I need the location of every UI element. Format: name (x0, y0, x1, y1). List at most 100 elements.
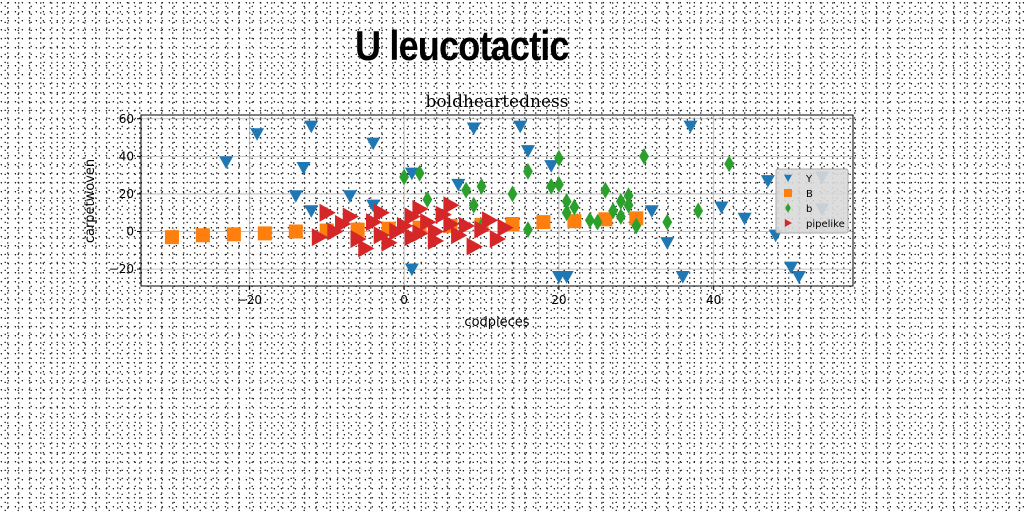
pipelike-point (443, 214, 460, 233)
x-tick-label: −20 (237, 293, 262, 307)
x-axis-label: codpieces (464, 315, 529, 330)
legend-marker-Y (784, 174, 792, 182)
pipelike-point (327, 222, 344, 241)
pipelike-point (435, 205, 452, 224)
B-point (288, 224, 303, 239)
B-point (164, 230, 179, 245)
b-point (615, 193, 626, 210)
Y-point (660, 237, 675, 250)
Y-point (675, 271, 690, 284)
legend-marker-pipelike (784, 219, 792, 227)
Y-point (404, 263, 419, 277)
b-point (507, 185, 518, 203)
axis-ticks: −20 0 20 40 −20 0 20 40 60 (109, 112, 722, 307)
b-point (554, 176, 564, 193)
b-point (623, 196, 634, 214)
b-point (615, 208, 626, 225)
b-point (468, 196, 479, 214)
pipelike-point (311, 228, 328, 247)
Y-point (559, 271, 574, 284)
B-point (257, 226, 272, 241)
pipelike-point (373, 203, 390, 222)
pipelike-point (458, 216, 476, 235)
Y-point (296, 162, 311, 175)
pipelike-point (497, 218, 514, 237)
pipelike-point (396, 216, 414, 235)
pipelike-point (412, 199, 429, 218)
b-point (476, 178, 487, 195)
b-point (724, 155, 735, 173)
Y-point (250, 128, 265, 141)
Y-point (451, 178, 466, 192)
b-point (631, 217, 642, 235)
page-title: U leucotactic (355, 22, 570, 69)
pipelike-point (412, 224, 429, 243)
y-tick-label: 20 (119, 187, 134, 201)
Y-point (288, 190, 303, 203)
b-point (399, 168, 410, 186)
pipelike-point (381, 233, 398, 252)
pipelike-point (474, 220, 491, 239)
plot-frame (140, 114, 854, 287)
pipelike-point (420, 213, 437, 232)
b-point (414, 164, 425, 182)
B-point (195, 228, 210, 243)
Y-point (304, 120, 319, 134)
Y-point (366, 137, 381, 151)
Y-point (219, 156, 234, 169)
B-point (226, 227, 241, 242)
legend-label: Y (805, 174, 813, 185)
legend: YBb pipelike (775, 168, 849, 234)
pipelike-point (358, 239, 375, 258)
chart-title: boldheartedness (426, 92, 569, 112)
y-axis-label: carpetwoven (83, 159, 98, 243)
pipelike-point (365, 213, 383, 232)
Y-point (342, 190, 357, 203)
Y-point (644, 205, 659, 218)
pipelike-point (342, 207, 359, 226)
legend-box (775, 168, 849, 234)
Y-point (404, 167, 419, 181)
Y-point (520, 145, 535, 158)
Y-point (366, 199, 381, 213)
plot-area (164, 120, 830, 284)
Y-point (791, 271, 806, 284)
Y-point (683, 120, 698, 134)
b-point (600, 181, 611, 199)
y-tick-label: 60 (119, 112, 134, 126)
y-tick-label: −20 (109, 262, 134, 276)
Y-point (784, 261, 799, 275)
Y-point (737, 212, 752, 226)
b-point (554, 149, 564, 167)
b-point (608, 202, 618, 220)
pipelike-point (466, 237, 483, 256)
x-tick-label: 40 (706, 293, 721, 307)
b-point (561, 204, 572, 222)
b-point (592, 213, 603, 231)
B-point (536, 215, 551, 230)
pipelike-point (350, 230, 367, 249)
x-tick-label: 20 (551, 293, 566, 307)
pipelike-point (443, 196, 460, 215)
b-point (561, 193, 572, 210)
b-point (523, 162, 533, 180)
y-tick-label: 40 (119, 149, 134, 163)
b-point (662, 213, 673, 231)
Y-point (466, 122, 481, 136)
b-point (639, 147, 649, 165)
pipelike-point (489, 230, 506, 249)
b-point (569, 198, 580, 216)
x-tick-label: 0 (400, 293, 408, 307)
legend-marker-b (785, 203, 791, 213)
b-point (693, 202, 704, 220)
legend-marker-B (784, 189, 792, 197)
pipelike-point (319, 203, 336, 222)
Y-point (760, 175, 775, 188)
Y-point (544, 160, 559, 173)
b-point (461, 181, 471, 199)
legend-label: b (806, 204, 812, 215)
pipelike-point (427, 231, 445, 250)
Y-point (513, 120, 528, 134)
b-point (523, 221, 533, 239)
